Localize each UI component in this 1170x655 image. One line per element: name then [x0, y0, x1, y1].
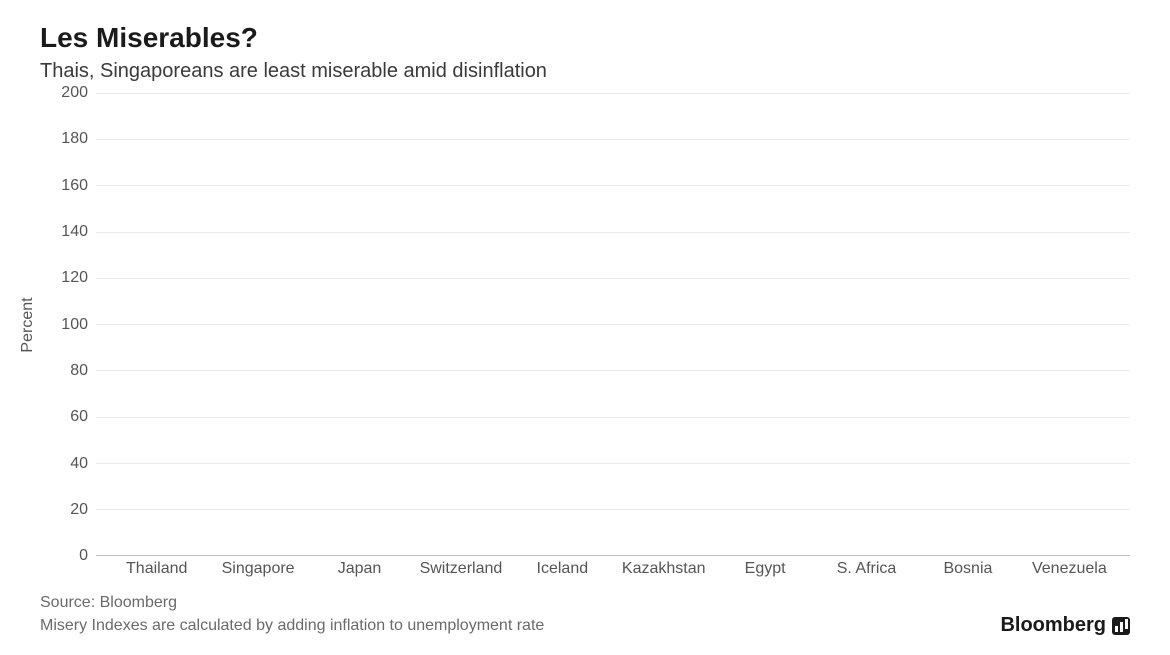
chart-plot-area: Percent 020406080100120140160180200: [40, 93, 1130, 556]
y-tick-label: 120: [61, 269, 88, 287]
gridline: [96, 232, 1130, 233]
x-tick-label: Switzerland: [410, 560, 511, 578]
x-tick-label: Bosnia: [917, 560, 1018, 578]
gridline: [96, 417, 1130, 418]
gridline: [96, 509, 1130, 510]
brand-icon: [1112, 617, 1130, 635]
y-tick-label: 200: [61, 84, 88, 102]
chart-footer: Source: Bloomberg Misery Indexes are cal…: [40, 592, 1130, 637]
gridline: [96, 93, 1130, 94]
chart-title: Les Miserables?: [40, 22, 1130, 54]
gridline: [96, 555, 1130, 556]
y-axis: 020406080100120140160180200: [40, 93, 96, 556]
y-tick-label: 20: [70, 501, 88, 519]
y-axis-label: Percent: [19, 297, 37, 352]
gridline: [96, 463, 1130, 464]
gridline: [96, 278, 1130, 279]
y-tick-label: 80: [70, 362, 88, 380]
x-tick-label: Thailand: [106, 560, 207, 578]
x-axis: ThailandSingaporeJapanSwitzerlandIceland…: [96, 556, 1130, 578]
y-tick-label: 180: [61, 130, 88, 148]
gridline: [96, 370, 1130, 371]
x-tick-label: Singapore: [207, 560, 308, 578]
x-tick-label: Iceland: [512, 560, 613, 578]
y-tick-label: 60: [70, 408, 88, 426]
source-block: Source: Bloomberg Misery Indexes are cal…: [40, 592, 544, 637]
y-tick-label: 100: [61, 316, 88, 334]
x-tick-label: Kazakhstan: [613, 560, 714, 578]
x-tick-label: Japan: [309, 560, 410, 578]
y-tick-label: 140: [61, 223, 88, 241]
y-tick-label: 0: [79, 547, 88, 565]
chart-container: Les Miserables? Thais, Singaporeans are …: [0, 0, 1170, 655]
chart-subtitle: Thais, Singaporeans are least miserable …: [40, 60, 1130, 83]
x-tick-label: Egypt: [714, 560, 815, 578]
y-tick-label: 160: [61, 177, 88, 195]
gridline: [96, 324, 1130, 325]
brand-logo: Bloomberg: [1000, 614, 1130, 637]
y-tick-label: 40: [70, 455, 88, 473]
gridline: [96, 139, 1130, 140]
note-line: Misery Indexes are calculated by adding …: [40, 615, 544, 637]
x-tick-label: S. Africa: [816, 560, 917, 578]
brand-text: Bloomberg: [1000, 614, 1106, 637]
gridline: [96, 185, 1130, 186]
x-tick-label: Venezuela: [1019, 560, 1120, 578]
plot-region: [96, 93, 1130, 556]
source-line: Source: Bloomberg: [40, 592, 544, 614]
